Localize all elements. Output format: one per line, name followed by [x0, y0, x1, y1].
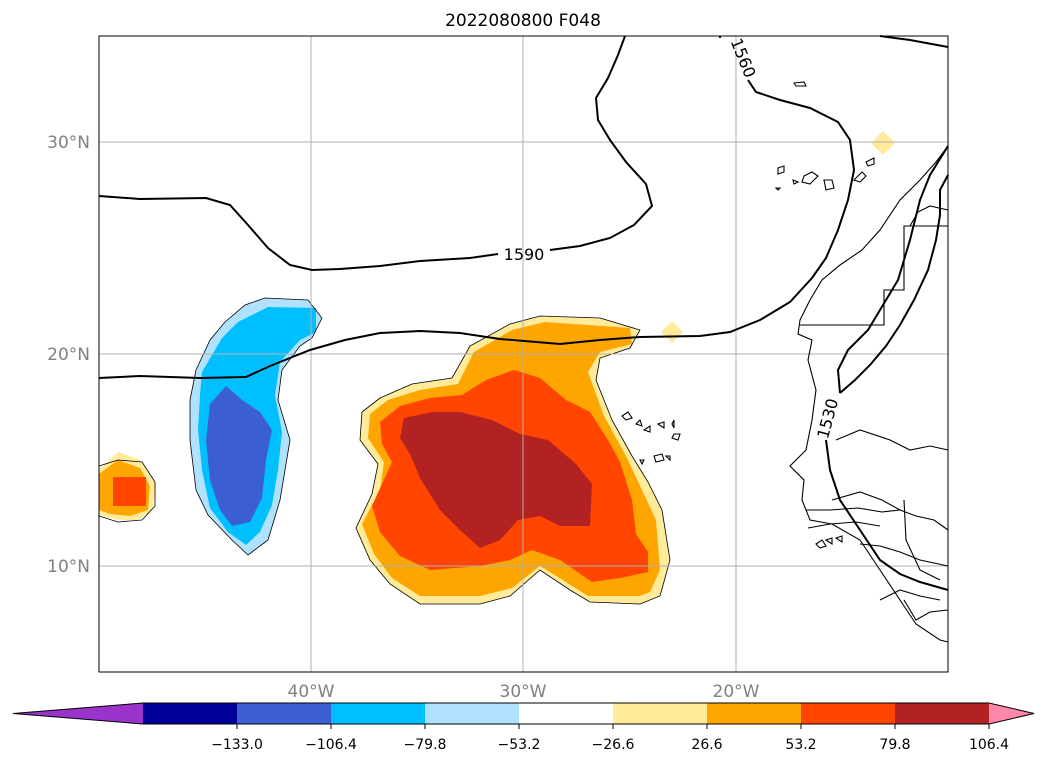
colorbar: −133.0 −106.4 −79.8 −53.2 −26.6 26.6 53.2 79.8 1…	[12, 702, 1035, 753]
map-title: 2022080800 F048	[445, 11, 601, 31]
gridlines	[99, 36, 948, 672]
small-anomaly-diamond	[871, 131, 895, 155]
contour-fill-firebrick	[400, 412, 592, 548]
lon-label-20w: 20°W	[713, 682, 760, 702]
colorbar-tick-label: −133.0	[211, 737, 263, 753]
border-guinea-bissau	[807, 521, 881, 529]
negative-anomaly-outline	[189, 297, 323, 556]
positive-anomaly-region	[355, 315, 671, 605]
islands	[621, 81, 875, 549]
lon-label-40w: 40°W	[288, 682, 335, 702]
colorbar-segment	[425, 703, 520, 724]
border-guinea	[859, 543, 949, 567]
madeira-island	[793, 81, 807, 87]
canary-islands	[774, 157, 875, 191]
colorbar-tick-label: 106.4	[969, 737, 1009, 753]
colorbar-extend-high	[989, 703, 1034, 724]
colorbar-segment	[707, 703, 802, 724]
colorbar-segment	[895, 703, 990, 724]
colorbar-segment	[519, 703, 614, 724]
colorbar-segment	[237, 703, 332, 724]
africa-coastline	[789, 145, 949, 643]
colorbar-tick-label: −79.8	[404, 737, 447, 753]
coastlines	[789, 145, 949, 643]
border-sierra-leone	[879, 589, 941, 601]
colorbar-outline	[12, 702, 1035, 725]
lat-label-30n: 30°N	[47, 133, 90, 153]
positive-anomaly-outline	[355, 315, 671, 605]
colorbar-tick-label: −53.2	[498, 737, 541, 753]
colorbar-tick-label: −26.6	[592, 737, 635, 753]
colorbar-extend-low	[13, 703, 143, 724]
border-gambia	[806, 507, 901, 513]
border-liberia	[903, 599, 949, 621]
map-panel: 1590 1560 1530	[98, 35, 949, 673]
small-anomaly-outline	[98, 459, 156, 523]
height-contours	[98, 35, 949, 591]
border-inland	[903, 499, 941, 581]
colorbar-tick-label: 79.8	[879, 737, 910, 753]
colorbar-tick-label: 26.6	[691, 737, 722, 753]
contour-1590	[98, 35, 654, 272]
contour-label-1590: 1590	[504, 245, 545, 264]
small-positive-anomaly-west	[98, 452, 156, 523]
colorbar-tick-label: 53.2	[785, 737, 816, 753]
lat-label-10n: 10°N	[47, 557, 90, 577]
colorbar-segment	[613, 703, 708, 724]
border-mauritania-north	[800, 225, 948, 326]
lat-label-20n: 20°N	[47, 345, 90, 365]
contour-fill-red-orange	[113, 477, 146, 506]
border-algeria	[909, 205, 949, 227]
colorbar-segment	[143, 703, 238, 724]
contour-top-right	[879, 35, 949, 48]
border-mali-east	[835, 429, 949, 451]
map-frame	[98, 35, 949, 673]
colorbar-segment	[331, 703, 426, 724]
negative-anomaly-region	[189, 297, 323, 556]
colorbar-segment	[801, 703, 896, 724]
bijagos-islands	[815, 535, 843, 549]
colorbar-tick-label: −106.4	[305, 737, 357, 753]
contour-fill-royal-blue	[206, 386, 272, 526]
cape-verde-islands	[621, 411, 681, 466]
lon-label-30w: 30°W	[500, 682, 547, 702]
